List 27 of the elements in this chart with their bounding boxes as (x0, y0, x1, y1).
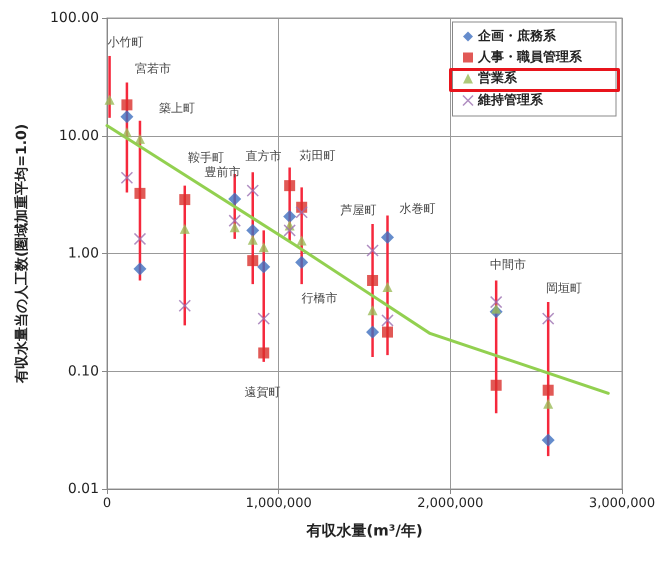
annotation: 水巻町 (400, 202, 436, 216)
y-axis-title: 有収水量当の人工数(圏域加重平均=1.0) (14, 124, 30, 384)
annotation: 宮若市 (134, 62, 171, 76)
annotation: 芦屋町 (340, 203, 377, 218)
x-axis-title: 有収水量(m³/年) (305, 522, 423, 540)
y-tick-label: 10.00 (58, 128, 99, 144)
legend-label: 人事・職員管理系 (477, 49, 583, 65)
x-tick-label: 1,000,000 (246, 496, 312, 511)
x-tick-label: 3,000,000 (588, 496, 656, 511)
annotation: 中間市 (490, 257, 526, 272)
y-tick-label: 0.01 (68, 481, 99, 497)
x-tick-label: 2,000,000 (417, 496, 484, 511)
annotation: 築上町 (158, 100, 195, 115)
annotation: 豊前市 (204, 165, 241, 180)
legend-label: 維持管理系 (477, 92, 544, 108)
y-tick-label: 1.00 (68, 246, 99, 262)
x-tick-label: 0 (102, 496, 112, 511)
annotation: 遠賀町 (244, 384, 281, 399)
y-tick-label: 100.00 (50, 10, 99, 26)
legend-label: 営業系 (478, 70, 518, 86)
annotation: 直方市 (246, 149, 282, 164)
legend-label: 企画・庶務系 (477, 28, 557, 44)
annotation: 苅田町 (300, 148, 336, 162)
annotation: 行橋市 (302, 291, 338, 306)
annotation: 岡垣町 (546, 281, 582, 296)
annotation: 鞍手町 (188, 150, 224, 165)
y-tick-label: 0.10 (68, 363, 99, 380)
